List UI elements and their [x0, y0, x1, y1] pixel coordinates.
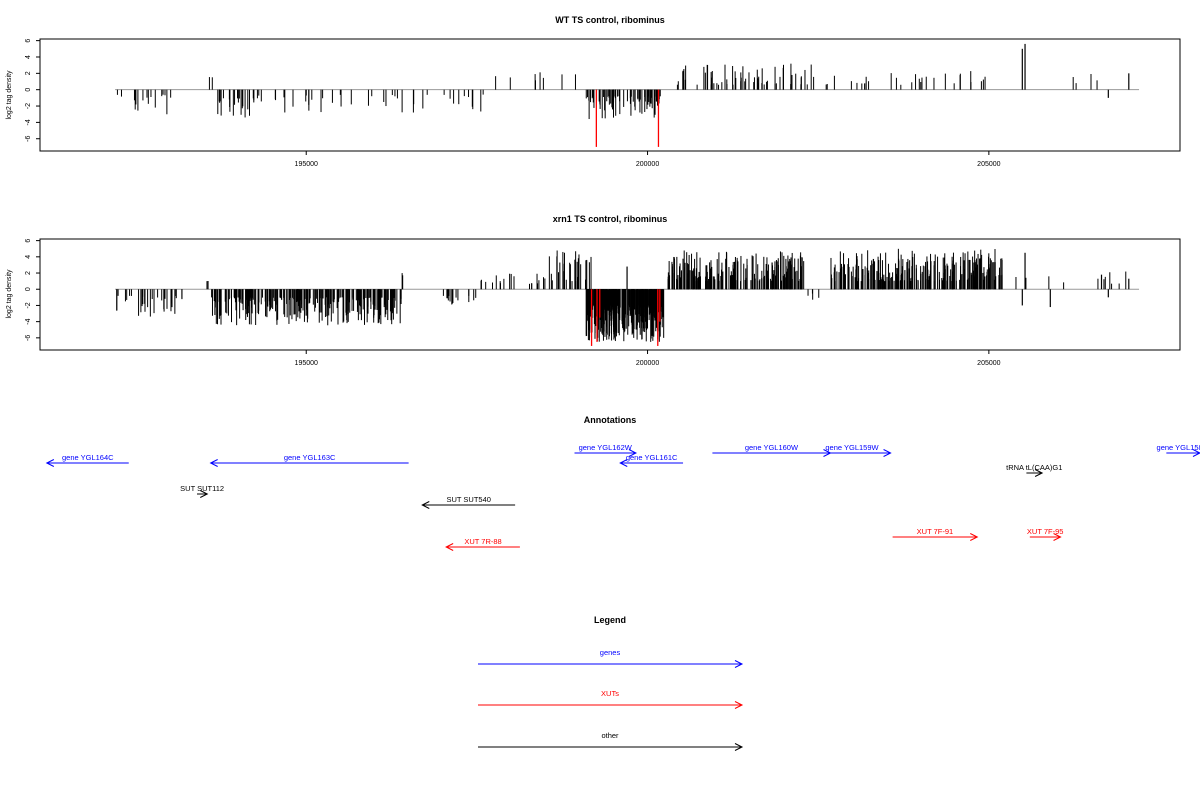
wt-track-highlights [595, 89, 660, 147]
xrn1-track-highlights [590, 289, 661, 346]
feature-label-gene-ygl164c: gene YGL164C [62, 453, 114, 462]
xrn1-track-frame [39, 238, 1181, 351]
feature-gene-ygl162w [574, 449, 638, 457]
feature-gene-ygl161c-arrowhead [619, 459, 628, 467]
annotations-title: Annotations [584, 415, 637, 425]
wt-track-y-tick-label: 0 [25, 88, 32, 92]
feature-sut-sut540-arrowhead [421, 501, 430, 509]
feature-xut-7r-88-arrowhead [445, 543, 454, 551]
feature-xut-7f-91-arrowhead [970, 533, 979, 541]
wt-track-x-tick-label: 200000 [636, 161, 659, 168]
feature-gene-ygl163c-arrowhead [209, 459, 218, 467]
feature-label-gene-ygl161c: gene YGL161C [626, 453, 678, 462]
feature-xut-7f-95-arrowhead [1053, 533, 1062, 541]
feature-gene-ygl158w [1166, 449, 1200, 457]
feature-gene-ygl163c [209, 459, 409, 467]
feature-xut-7f-95 [1029, 533, 1062, 541]
xrn1-track-panel: xrn1 TS control, ribominus log2 tag dens… [6, 214, 1181, 367]
xrn1-track-y-tick-label: -4 [25, 318, 32, 324]
wt-track-x-tick-label: 195000 [295, 161, 318, 168]
feature-gene-ygl159w-arrowhead [883, 449, 892, 457]
xrn1-track-y-tick-label: 2 [25, 271, 32, 275]
feature-gene-ygl164c-arrowhead [45, 459, 55, 467]
feature-trna-tl-caa-g1-arrowhead [1034, 469, 1044, 477]
annotations-panel: Annotations gene YGL164C gene YGL163C gene… [45, 415, 1200, 551]
legend-arrow-xut-arrowhead [734, 701, 744, 709]
xrn1-track-x-tick-label: 205000 [977, 360, 1000, 367]
legend-label-other: other [601, 731, 619, 740]
feature-xut-7r-88 [445, 543, 520, 551]
feature-label-gene-ygl159w: gene YGL159W [825, 443, 879, 452]
xrn1-track-y-tick-label: 4 [25, 255, 32, 259]
legend-arrow-other [478, 743, 744, 751]
legend-items: genes XUTs other [478, 648, 744, 751]
feature-sut-sut112 [197, 490, 209, 498]
wt-track-y-tick-label: -6 [25, 136, 32, 142]
xrn1-track-y-tick-label: -6 [25, 335, 32, 341]
wt-track-plot-area [39, 38, 1181, 152]
xrn1-track-y-tick-label: 0 [25, 287, 32, 291]
wt-track-y-tick-label: -2 [25, 103, 32, 109]
wt-track-title: WT TS control, ribominus [555, 15, 665, 25]
legend-title: Legend [594, 615, 626, 625]
xrn1-track-x-tick-label: 195000 [295, 360, 318, 367]
feature-label-xut-7f-95: XUT 7F-95 [1027, 527, 1064, 536]
feature-label-sut-sut540: SUT SUT540 [446, 495, 490, 504]
legend-arrow-gene-arrowhead [734, 660, 744, 668]
xrn1-track-y-tick-label: -2 [25, 302, 32, 308]
feature-label-xut-7r-88: XUT 7R-88 [464, 537, 501, 546]
feature-gene-ygl159w [813, 449, 892, 457]
wt-track-ylabel: log2 tag density [6, 70, 13, 120]
feature-label-gene-ygl163c: gene YGL163C [284, 453, 336, 462]
legend-panel: Legend genes XUTs other [478, 615, 744, 751]
feature-sut-sut540 [421, 501, 516, 509]
legend-arrow-xut [478, 701, 744, 709]
wt-track-y-tick-label: 6 [25, 39, 32, 43]
feature-xut-7f-91 [892, 533, 979, 541]
xrn1-track-title: xrn1 TS control, ribominus [553, 214, 668, 224]
feature-label-gene-ygl160w: gene YGL160W [745, 443, 799, 452]
feature-label-trna-tl-caa-g1: tRNA tL(CAA)G1 [1006, 463, 1062, 472]
xrn1-track-y-axis: -6 -4 -2 0 2 4 6 [25, 239, 40, 341]
wt-track-y-axis: -6 -4 -2 0 2 4 6 [25, 39, 40, 142]
wt-track-x-axis: 195000 200000 205000 [295, 151, 1001, 168]
wt-track-bars [116, 43, 1130, 120]
feature-sut-sut112-arrowhead [200, 490, 209, 498]
wt-track-y-tick-label: 4 [25, 55, 32, 59]
feature-gene-ygl161c [619, 459, 684, 467]
wt-track-x-tick-label: 205000 [977, 161, 1000, 168]
feature-trna-tl-caa-g1 [1026, 469, 1044, 477]
legend-label-xut: XUTs [601, 689, 619, 698]
legend-arrow-other-arrowhead [734, 743, 744, 751]
legend-arrow-gene [478, 660, 744, 668]
feature-label-xut-7f-91: XUT 7F-91 [917, 527, 954, 536]
feature-label-gene-ygl162w: gene YGL162W [579, 443, 633, 452]
feature-gene-ygl158w-arrowhead [1192, 449, 1200, 457]
wt-track-y-tick-label: 2 [25, 71, 32, 75]
wt-track-frame [39, 38, 1181, 152]
xrn1-track-ylabel: log2 tag density [6, 269, 13, 319]
feature-gene-ygl162w-arrowhead [628, 449, 638, 457]
xrn1-track-y-tick-label: 6 [25, 239, 32, 243]
wt-track-y-tick-label: -4 [25, 119, 32, 125]
xrn1-track-x-tick-label: 200000 [636, 360, 659, 367]
feature-label-gene-ygl158w: gene YGL158W [1157, 443, 1200, 452]
xrn1-track-bars [116, 248, 1130, 342]
wt-track-panel: WT TS control, ribominus log2 tag densit… [6, 15, 1181, 168]
feature-gene-ygl164c [45, 459, 129, 467]
xrn1-track-x-axis: 195000 200000 205000 [295, 350, 1001, 367]
feature-label-sut-sut112: SUT SUT112 [180, 484, 224, 493]
legend-label-gene: genes [600, 648, 621, 657]
